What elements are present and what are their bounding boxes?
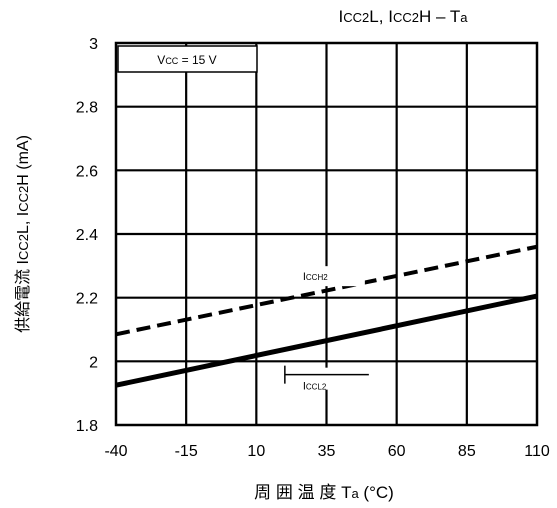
series-line-iccl2 bbox=[115, 293, 538, 388]
y-tick-label: 3 bbox=[89, 36, 98, 53]
condition-box-frame bbox=[117, 45, 258, 73]
x-tick-label: 85 bbox=[458, 443, 476, 460]
grid bbox=[116, 43, 537, 425]
plot-border bbox=[114, 41, 539, 427]
chart-title-text: ICC2L, ICC2H – Ta bbox=[339, 7, 469, 26]
annotation-iccl2: ICCL2 bbox=[303, 381, 327, 393]
x-tick-label: 60 bbox=[388, 443, 406, 460]
plot-frame bbox=[114, 41, 539, 427]
annotation-bg bbox=[294, 266, 365, 287]
y-tick-label: 2.2 bbox=[76, 291, 98, 308]
y-tick-label: 2.4 bbox=[76, 227, 98, 244]
y-tick-label: 2.6 bbox=[76, 163, 98, 180]
series-line-icch2 bbox=[115, 244, 538, 337]
axis-labels: 周 囲 温 度 Ta (°C) 供給電流 ICC2L, ICC2H (mA) bbox=[14, 135, 394, 502]
x-tick-label: -15 bbox=[175, 443, 198, 460]
annotation-icch2: ICCH2 bbox=[303, 271, 328, 283]
x-tick-label: 110 bbox=[524, 443, 550, 460]
tick-labels: -40 -15 10 35 60 85 110 1.8 2 2.2 2.4 2.6 2.8 3 bbox=[76, 36, 550, 460]
x-tick-label: 10 bbox=[247, 443, 265, 460]
series-annotations: ICCH2 ICCL2 bbox=[284, 266, 369, 393]
x-tick-label: 35 bbox=[318, 443, 336, 460]
y-axis-label: 供給電流 ICC2L, ICC2H (mA) bbox=[14, 135, 32, 333]
condition-box: VCC = 15 V bbox=[117, 45, 258, 73]
series-group bbox=[115, 244, 538, 388]
condition-label: VCC = 15 V bbox=[157, 53, 216, 67]
y-tick-label: 1.8 bbox=[76, 418, 98, 435]
x-tick-label: -40 bbox=[104, 443, 127, 460]
y-tick-label: 2 bbox=[89, 354, 98, 371]
chart-title: ICC2L, ICC2H – Ta bbox=[339, 7, 469, 26]
annotation-bg bbox=[284, 367, 369, 390]
y-tick-label: 2.8 bbox=[76, 100, 98, 117]
x-axis-label: 周 囲 温 度 Ta (°C) bbox=[254, 483, 394, 502]
